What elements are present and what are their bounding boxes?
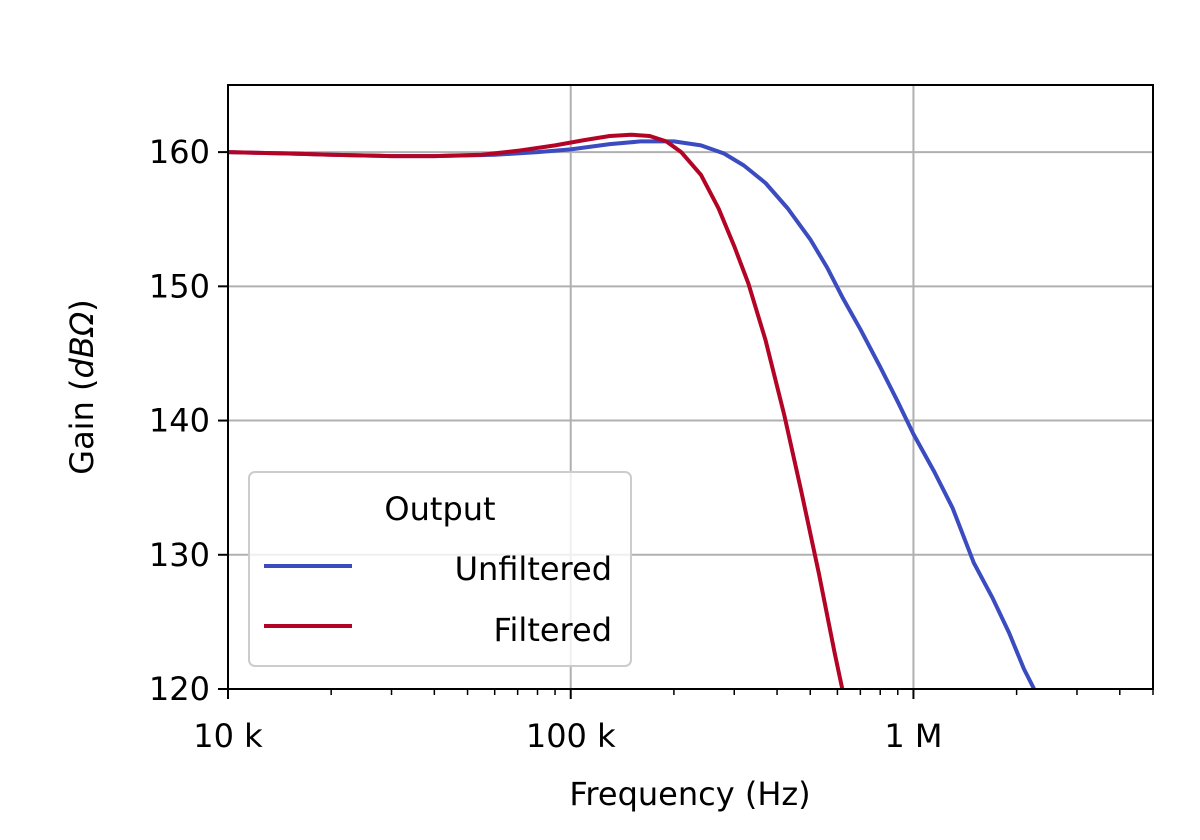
x-axis-title: Frequency (Hz) xyxy=(569,775,810,813)
legend-title: Output xyxy=(384,490,495,528)
legend: Output Unfiltered Filtered xyxy=(248,471,632,667)
y-axis-title-close: ) xyxy=(63,299,101,311)
y-axis-title: Gain (dBΩ) xyxy=(63,299,101,474)
legend-label-filtered: Filtered xyxy=(493,611,612,649)
y-tick-label-150: 150 xyxy=(149,267,210,305)
series-lines xyxy=(228,132,1036,689)
legend-box xyxy=(248,471,632,667)
y-axis-title-unit: dBΩ xyxy=(63,311,101,378)
legend-label-unfiltered: Unfiltered xyxy=(455,550,612,588)
y-tick-label-120: 120 xyxy=(149,670,210,708)
plot-frame xyxy=(227,84,1154,690)
y-tick-label-160: 160 xyxy=(149,133,210,171)
x-tick-label-1-m: 1 M xyxy=(884,717,942,755)
axis-ticks: 10 k 100 k 1 M 120 130 140 150 160 xyxy=(149,133,1154,755)
x-tick-label-10-k: 10 k xyxy=(193,717,263,755)
x-tick-label-100-k: 100 k xyxy=(526,717,616,755)
y-axis-title-main: Gain ( xyxy=(63,378,101,474)
y-tick-label-140: 140 xyxy=(149,402,210,440)
y-tick-label-130: 130 xyxy=(149,536,210,574)
series-line-filtered xyxy=(228,132,845,689)
